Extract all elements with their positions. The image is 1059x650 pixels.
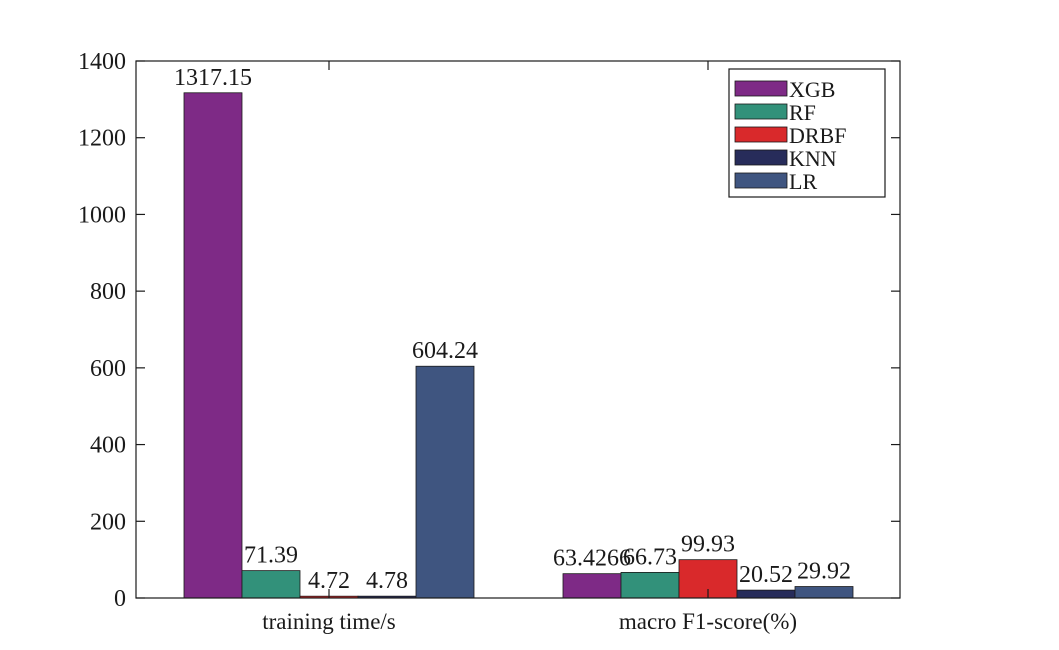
legend-label-lr: LR [789,169,817,194]
legend-swatch-knn [734,149,788,166]
bar-xgb-training-time [183,92,243,599]
y-tick-label: 600 [90,356,126,382]
plot-frame [135,60,901,599]
legend-swatch-xgb [734,80,788,97]
y-tick-label: 200 [90,509,126,535]
value-label-drbf-macro-f1: 99.93 [681,532,735,558]
bar-lr-macro-f1 [794,586,854,599]
y-tick-label: 0 [114,586,126,612]
value-label-rf-training-time: 71.39 [244,543,298,569]
value-label-knn-macro-f1: 20.52 [739,562,793,588]
value-label-xgb-macro-f1: 63.4266 [553,546,631,572]
value-label-lr-macro-f1: 29.92 [797,559,851,585]
bar-rf-training-time [241,570,301,599]
value-label-xgb-training-time: 1317.15 [174,65,252,91]
value-label-lr-training-time: 604.24 [412,338,478,364]
bar-rf-macro-f1 [620,572,680,599]
legend-label-xgb: XGB [789,77,835,102]
x-category-label: macro F1-score(%) [619,609,797,634]
legend-label-drbf: DRBF [789,123,846,148]
legend-swatch-lr [734,172,788,189]
value-label-knn-training-time: 4.78 [366,568,408,594]
bars-layer [183,92,854,599]
legend-label-rf: RF [789,100,816,125]
y-tick-label: 1000 [78,202,126,228]
y-tick-label: 800 [90,279,126,305]
y-tick-label: 1400 [78,49,126,75]
value-label-rf-macro-f1: 66.73 [623,544,677,570]
bar-xgb-macro-f1 [562,573,622,599]
y-tick-label: 400 [90,433,126,459]
bar-lr-training-time [415,365,475,599]
y-tick-label: 1200 [78,126,126,152]
legend-swatch-drbf [734,126,788,143]
legend-swatch-rf [734,103,788,120]
bar-knn-macro-f1 [736,589,796,599]
axes-layer: 0 200 400 600 800 1000 1200 1400 training time/s… [78,49,901,634]
legend-label-knn: KNN [789,146,837,171]
x-category-label: training time/s [262,609,396,634]
